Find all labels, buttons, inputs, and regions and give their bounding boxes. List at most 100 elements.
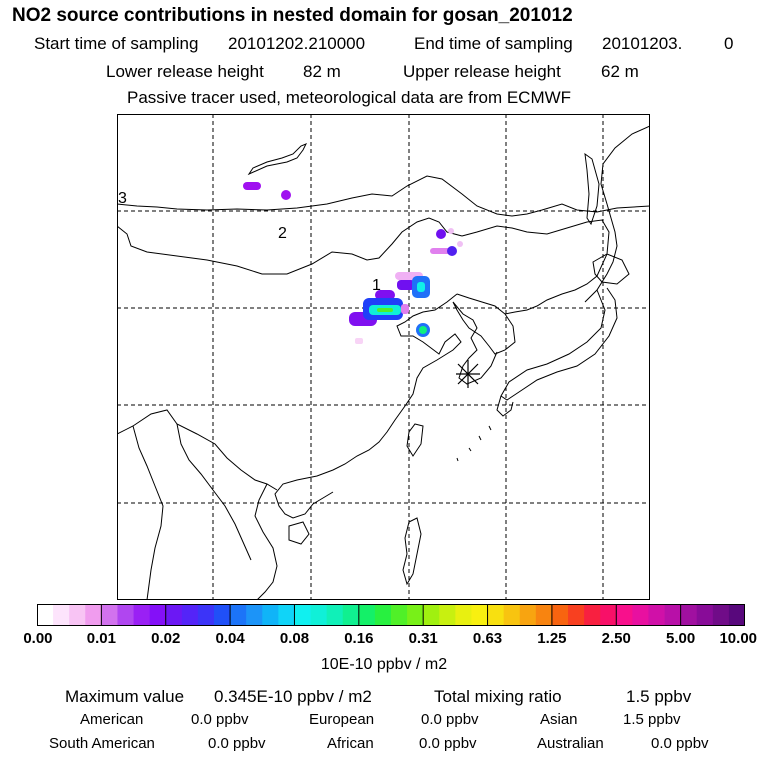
region-value-south-american: 0.0 ppbv: [208, 735, 266, 752]
color-bar-cell: [680, 604, 698, 626]
color-bar-tick-label: 0.04: [215, 630, 245, 647]
color-bar-cell: [600, 604, 617, 626]
border-mongolia-china: [117, 217, 463, 275]
color-bar-tick-label: 0.01: [86, 630, 116, 647]
coast-china: [274, 293, 462, 519]
patch-north-china-4: [417, 282, 425, 292]
end-time-label: End time of sampling: [414, 34, 573, 53]
lower-release-value: 82 m: [303, 62, 341, 81]
color-bar-cell: [69, 604, 86, 626]
border-china-russia-east: [461, 219, 610, 315]
color-bar-cell: [455, 604, 472, 626]
max-value-label: Maximum value: [65, 687, 185, 706]
patch-baikal-east: [281, 190, 291, 200]
patch-shandong-inner: [419, 326, 427, 334]
region-value-african: 0.0 ppbv: [419, 735, 477, 752]
color-bar-cell: [568, 604, 585, 626]
map-frame: [117, 114, 650, 600]
region-name-asian: Asian: [540, 711, 578, 728]
patch-south-1: [355, 338, 363, 344]
color-bar-cell: [535, 604, 553, 626]
border-laos-thailand: [176, 423, 252, 561]
color-bar-cell: [648, 604, 665, 626]
color-bar-cell: [294, 604, 311, 626]
patch-ne-4: [430, 248, 452, 254]
border-myanmar: [132, 425, 164, 600]
color-bar-cell: [407, 604, 424, 626]
color-bar-cell: [632, 604, 649, 626]
total-mixing-value: 1.5 ppbv: [626, 687, 692, 706]
patch-ne-2: [448, 228, 454, 234]
coast-japan: [500, 287, 618, 401]
color-bar-cell: [214, 604, 231, 626]
tracer-note: Passive tracer used, meteorological data…: [127, 88, 572, 107]
gosan-site-marker: [456, 360, 480, 388]
coast-vietnam: [254, 483, 278, 600]
color-bar-cell: [310, 604, 328, 626]
concentration-field: [243, 182, 463, 344]
color-bar-tick-label: 0.08: [279, 630, 310, 647]
color-bar-cell: [165, 604, 183, 626]
island-hainan: [288, 521, 310, 545]
chart-title: NO2 source contributions in nested domai…: [12, 5, 573, 26]
color-bar-tick-label: 0.00: [23, 630, 53, 647]
region-value-australian: 0.0 ppbv: [651, 735, 709, 752]
region-value-asian: 1.5 ppbv: [623, 711, 681, 728]
color-bar-cell: [133, 604, 151, 626]
color-bar-cell: [487, 604, 505, 626]
island-sakhalin: [584, 152, 600, 226]
color-bar-cell: [149, 604, 167, 626]
region-name-australian: Australian: [537, 735, 604, 752]
color-bar-cell: [53, 604, 70, 626]
upper-release-value: 62 m: [601, 62, 639, 81]
color-bar: [37, 604, 745, 626]
color-bar-tick-label: 0.16: [344, 630, 374, 647]
color-bar-cell: [664, 604, 682, 626]
region-name-american: American: [80, 711, 144, 728]
total-mixing-label: Total mixing ratio: [434, 687, 562, 706]
lake-baikal: [247, 143, 308, 176]
color-bar-tick-label: 0.63: [472, 630, 503, 647]
patch-ne-3: [457, 241, 463, 247]
island-hokkaido: [592, 253, 630, 285]
trajectory-label-3: 3: [118, 190, 127, 207]
patch-ne-1: [436, 229, 446, 239]
color-bar-cell: [712, 604, 730, 626]
color-bar-tick-label: 0.31: [408, 630, 438, 647]
region-name-south-american: South American: [49, 735, 155, 752]
region-name-african: African: [327, 735, 374, 752]
color-bar-cell: [37, 604, 54, 626]
color-bar-cell: [326, 604, 344, 626]
color-bar-cell: [616, 604, 633, 626]
upper-release-label: Upper release height: [403, 62, 561, 81]
map-plot: 1 2 3: [117, 114, 650, 600]
region-name-european: European: [309, 711, 375, 728]
patch-beijing-1: [375, 290, 395, 300]
color-bar-cell: [181, 604, 199, 626]
start-time-label: Start time of sampling: [34, 34, 199, 53]
map-background: [117, 114, 650, 600]
max-value: 0.345E-10 ppbv / m2: [214, 687, 372, 706]
color-bar-cell: [728, 604, 745, 626]
color-bar-cell: [246, 604, 263, 626]
color-bar-cell: [197, 604, 215, 626]
trajectory-label-2: 2: [278, 225, 287, 242]
coast-russia-pacific: [584, 125, 650, 303]
islands-ryukyu: [456, 425, 492, 462]
patch-baikal-west: [243, 182, 261, 190]
color-bar-cell: [278, 604, 295, 626]
color-bar-cell: [230, 604, 247, 626]
color-bar-cell: [519, 604, 537, 626]
color-bar-cell: [503, 604, 521, 626]
color-bar-cell: [117, 604, 134, 626]
end-time-suffix: 0: [724, 34, 734, 53]
border-southeast-asia: [117, 409, 278, 491]
color-bar-cell: [358, 604, 376, 626]
island-luzon: [402, 517, 422, 586]
color-bar-cell: [584, 604, 601, 626]
color-bar-cell: [439, 604, 456, 626]
color-bar-cell: [696, 604, 714, 626]
color-bar-unit: 10E-10 ppbv / m2: [320, 656, 448, 673]
color-bar-cell: [262, 604, 279, 626]
border-china-korea: [456, 293, 506, 315]
